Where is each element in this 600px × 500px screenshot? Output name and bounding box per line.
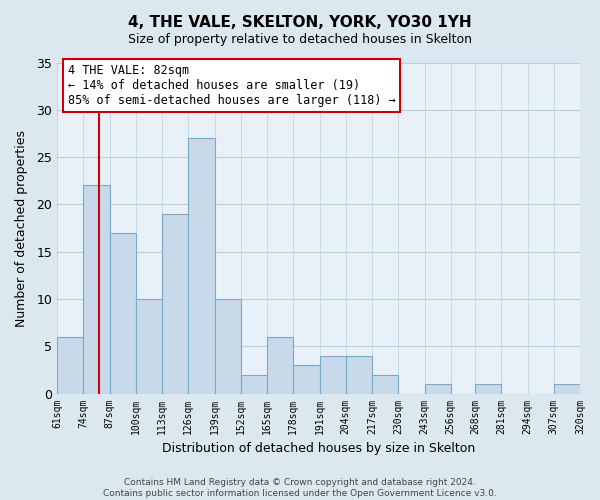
- Bar: [475, 384, 501, 394]
- Bar: [241, 374, 267, 394]
- Bar: [188, 138, 215, 394]
- Bar: [215, 299, 241, 394]
- Bar: [554, 384, 580, 394]
- Bar: [136, 299, 162, 394]
- Bar: [110, 233, 136, 394]
- Text: 4 THE VALE: 82sqm
← 14% of detached houses are smaller (19)
85% of semi-detached: 4 THE VALE: 82sqm ← 14% of detached hous…: [68, 64, 395, 107]
- Bar: [57, 337, 83, 394]
- Bar: [346, 356, 372, 394]
- Text: 4, THE VALE, SKELTON, YORK, YO30 1YH: 4, THE VALE, SKELTON, YORK, YO30 1YH: [128, 15, 472, 30]
- Bar: [267, 337, 293, 394]
- Bar: [162, 214, 188, 394]
- Bar: [293, 365, 320, 394]
- Bar: [425, 384, 451, 394]
- Text: Size of property relative to detached houses in Skelton: Size of property relative to detached ho…: [128, 32, 472, 46]
- Bar: [372, 374, 398, 394]
- Bar: [83, 186, 110, 394]
- Bar: [320, 356, 346, 394]
- Y-axis label: Number of detached properties: Number of detached properties: [15, 130, 28, 326]
- Text: Contains HM Land Registry data © Crown copyright and database right 2024.
Contai: Contains HM Land Registry data © Crown c…: [103, 478, 497, 498]
- X-axis label: Distribution of detached houses by size in Skelton: Distribution of detached houses by size …: [162, 442, 475, 455]
